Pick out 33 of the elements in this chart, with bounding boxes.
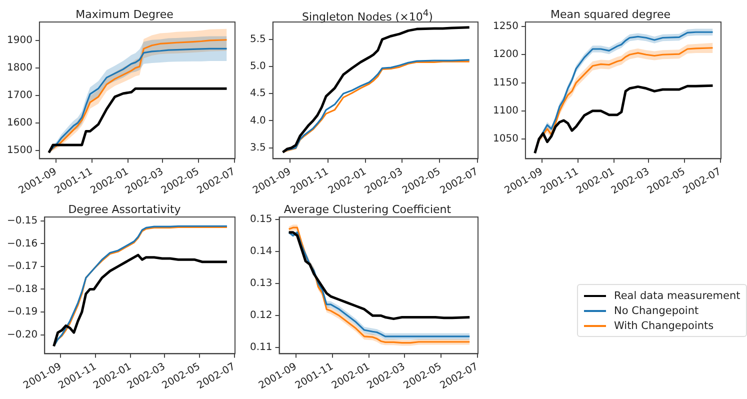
- y-tick-label: 4.5: [250, 88, 266, 100]
- legend-label: With Changepoints: [614, 320, 714, 332]
- y-tick-label: 0.12: [250, 310, 272, 322]
- y-tick-label: 0.14: [250, 246, 272, 258]
- y-tick-label: 1150: [492, 77, 518, 88]
- y-tick-label: −0.18: [6, 284, 38, 295]
- y-tick-label: 0.15: [250, 214, 272, 226]
- y-tick-label: −0.17: [6, 261, 38, 272]
- y-tick-label: 0.13: [250, 278, 272, 290]
- y-tick-label: 1050: [492, 134, 518, 145]
- y-tick-label: 5.0: [250, 61, 266, 72]
- y-tick-label: 1900: [6, 35, 32, 46]
- y-tick-label: 1500: [6, 145, 32, 156]
- y-tick-label: 1100: [492, 105, 518, 116]
- chart-title: Maximum Degree: [74, 8, 174, 21]
- y-tick-label: −0.16: [6, 238, 38, 250]
- y-tick-label: 1700: [6, 90, 32, 102]
- y-tick-label: 1250: [492, 21, 518, 32]
- chart-title: Degree Assortativity: [67, 203, 182, 216]
- y-tick-label: 1600: [6, 118, 32, 129]
- legend-label: Real data measurement: [614, 290, 740, 302]
- y-tick-label: 5.5: [250, 34, 266, 45]
- chart-title: Average Clustering Coefficient: [282, 203, 452, 216]
- y-tick-label: −0.15: [6, 215, 38, 226]
- y-tick-label: 1800: [6, 62, 32, 74]
- y-tick-label: −0.20: [6, 329, 38, 340]
- y-tick-label: −0.19: [6, 306, 38, 318]
- y-tick-label: 1200: [492, 49, 518, 60]
- legend-label: No Changepoint: [614, 304, 699, 316]
- y-tick-label: 3.5: [250, 142, 266, 154]
- chart-title: Mean squared degree: [550, 8, 672, 21]
- y-tick-label: 4.0: [250, 115, 266, 126]
- y-tick-label: 0.11: [250, 342, 272, 354]
